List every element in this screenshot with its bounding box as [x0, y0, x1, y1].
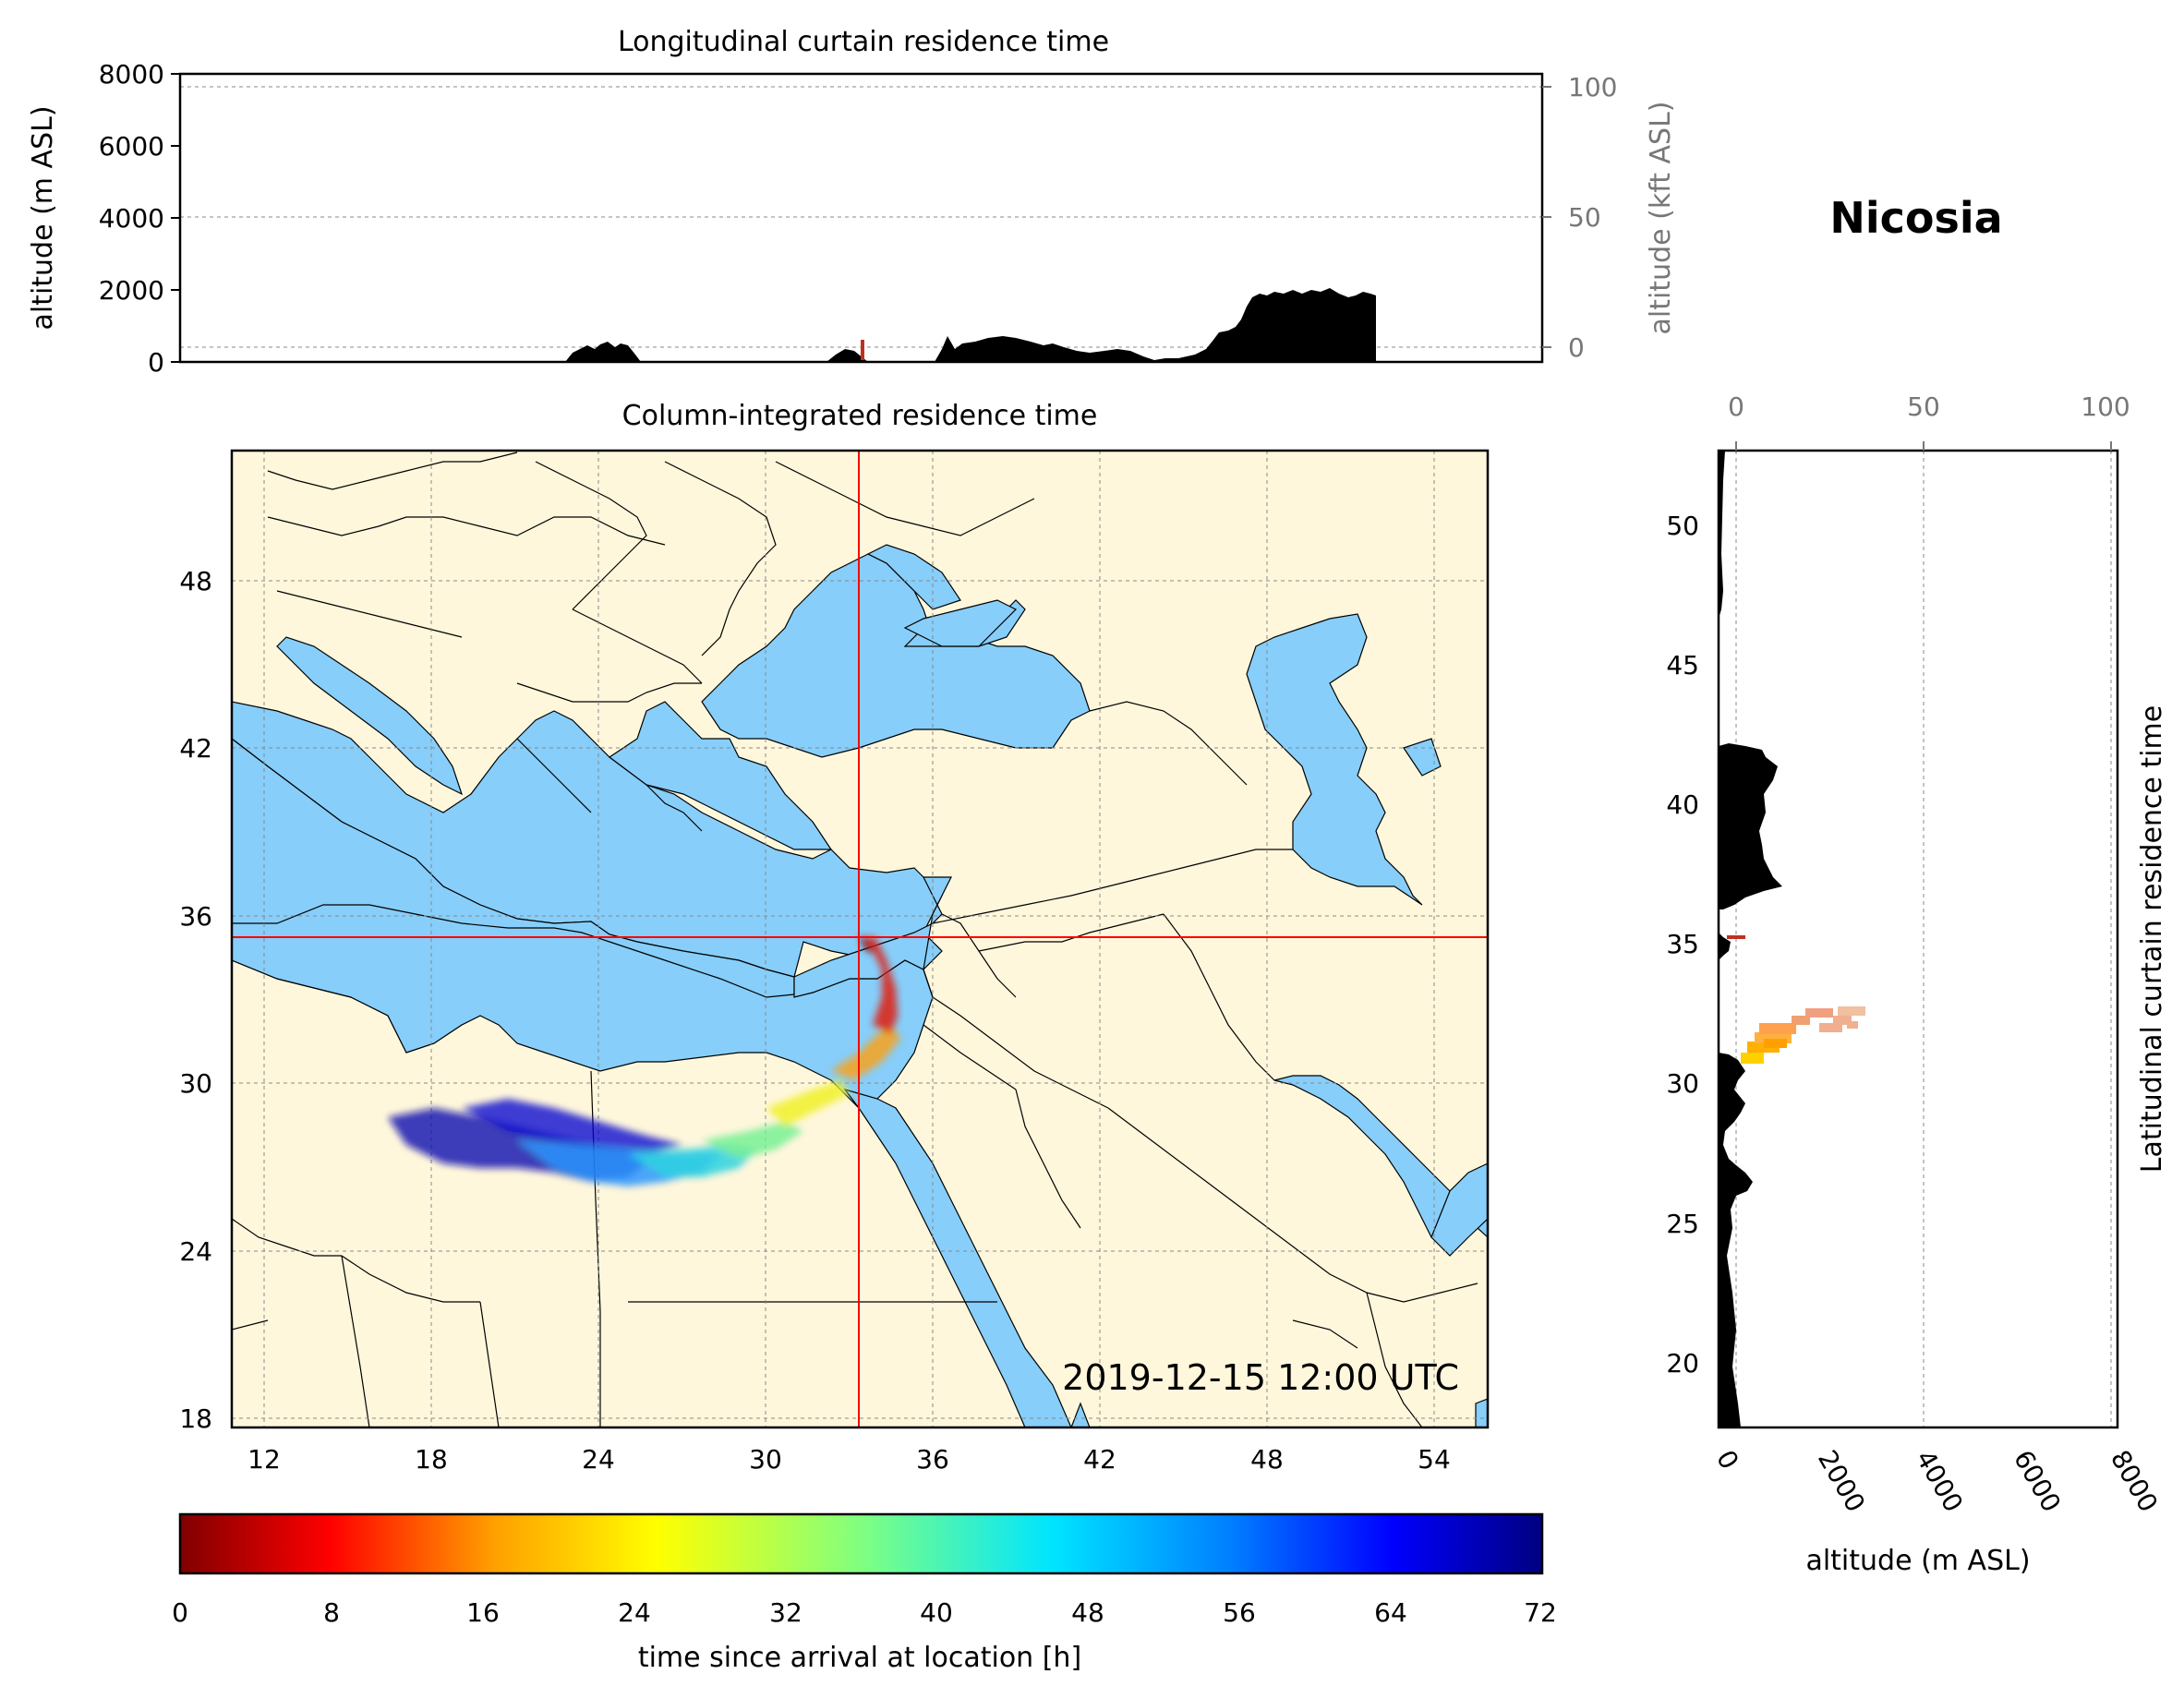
right-panel-title: Latitudinal curtain residence time: [2136, 705, 2168, 1173]
map-panel: Column-integrated residence time: [179, 400, 1490, 1475]
right-top-axis: 0 50 100: [1728, 391, 2130, 451]
red-sea: [843, 1088, 1072, 1427]
black-sea: [701, 553, 1091, 758]
map-y-tick: 24: [179, 1236, 212, 1267]
colorbar-ticks: 0 8 16 24 32 40 48 56 64 72: [172, 1597, 1557, 1628]
top-right-axis: 0 50 100 altitude (kft ASL): [1542, 72, 1677, 363]
colorbar-tick: 48: [1071, 1597, 1104, 1628]
right-bottom-tick: 4000: [1910, 1445, 1969, 1517]
map-panel-title: Column-integrated residence time: [622, 400, 1098, 432]
right-bottom-tick: 2000: [1812, 1445, 1871, 1517]
plume-red: [863, 937, 898, 1034]
map-y-tick: 36: [179, 901, 212, 932]
top-right-tick: 100: [1568, 72, 1617, 102]
right-lat-tick: 20: [1666, 1348, 1699, 1379]
plume-cyan: [628, 1145, 757, 1177]
map-x-tick: 36: [916, 1444, 949, 1475]
top-left-tick: 0: [148, 347, 164, 378]
adriatic-sea: [276, 636, 464, 796]
caspian-sea: [1246, 613, 1423, 906]
plume-blue-tail-2: [462, 1099, 683, 1154]
top-left-axis: 0 2000 4000 6000 8000 altitude (m ASL): [27, 59, 180, 378]
azov-east: [903, 599, 1018, 647]
top-left-tick: 8000: [99, 59, 164, 90]
black-sea-north: [866, 544, 961, 610]
map-x-tick: 24: [582, 1444, 615, 1475]
top-panel-title: Longitudinal curtain residence time: [618, 26, 1109, 58]
top-left-tick: 2000: [99, 275, 164, 306]
map-y-tick: 30: [179, 1068, 212, 1099]
lake-tana: [1475, 1398, 1488, 1427]
map-x-axis: 12 18 24 30 36 42 48 54: [247, 1444, 1451, 1475]
top-left-ylabel: altitude (m ASL): [27, 105, 59, 330]
right-bottom-tick: 8000: [2105, 1445, 2164, 1517]
colorbar: 0 8 16 24 32 40 48 56 64 72 time since a…: [172, 1512, 1557, 1674]
top-residence-mark: [861, 340, 864, 360]
right-top-tick: 50: [1907, 391, 1940, 422]
right-lat-tick: 30: [1666, 1068, 1699, 1099]
top-left-tick: 4000: [99, 203, 164, 234]
top-terrain: [565, 288, 1376, 362]
latitudinal-curtain-panel: 20 25 30 35 40 45 50 0 50 100 0 2000 400…: [1666, 391, 2168, 1577]
top-right-ylabel: altitude (kft ASL): [1645, 101, 1677, 334]
right-bottom-tick: 0: [1710, 1445, 1744, 1475]
right-top-tick: 0: [1728, 391, 1744, 422]
residence-plume: [388, 934, 900, 1186]
map-y-tick: 48: [179, 566, 212, 596]
colorbar-tick: 24: [618, 1597, 651, 1628]
map-x-tick: 54: [1418, 1444, 1451, 1475]
colorbar-tick: 64: [1374, 1597, 1407, 1628]
plume-yellow: [766, 1080, 850, 1126]
map-y-tick: 18: [179, 1403, 212, 1434]
top-right-tick: 0: [1568, 332, 1585, 363]
colorbar-tick: 0: [172, 1597, 188, 1628]
map-x-tick: 30: [749, 1444, 782, 1475]
right-lat-tick: 45: [1666, 650, 1699, 680]
colorbar-gradient: [180, 1514, 1542, 1573]
right-residence-marks: [1727, 935, 1865, 1064]
gulf-of-oman: [1430, 1162, 1488, 1257]
right-lat-tick: 40: [1666, 789, 1699, 820]
map-y-tick: 42: [179, 733, 212, 764]
right-top-tick: 100: [2081, 391, 2130, 422]
right-lat-tick: 35: [1666, 929, 1699, 959]
colorbar-label: time since arrival at location [h]: [638, 1642, 1081, 1674]
longitudinal-curtain-panel: Longitudinal curtain residence time 0 20…: [27, 26, 1677, 378]
right-terrain: [1719, 451, 1782, 1427]
map-x-tick: 12: [247, 1444, 281, 1475]
timestamp: 2019-12-15 12:00 UTC: [1062, 1357, 1459, 1398]
plume-orange: [831, 1025, 900, 1080]
colorbar-tick: 16: [466, 1597, 500, 1628]
top-left-tick: 6000: [99, 131, 164, 162]
right-bottom-tick: 6000: [2008, 1445, 2067, 1517]
right-lat-tick: 50: [1666, 511, 1699, 541]
right-xlabel: altitude (m ASL): [1805, 1545, 2030, 1577]
right-lat-axis: 20 25 30 35 40 45 50: [1666, 511, 1699, 1379]
colorbar-tick: 32: [769, 1597, 802, 1628]
colorbar-tick: 72: [1524, 1597, 1557, 1628]
plume-green: [702, 1122, 803, 1159]
eastern-med-levant: [793, 876, 952, 998]
colorbar-tick: 8: [323, 1597, 340, 1628]
map-y-axis: 18 24 30 36 42 48: [179, 566, 212, 1434]
colorbar-tick: 40: [920, 1597, 953, 1628]
plume-dark-red: [861, 934, 874, 953]
station-title: Nicosia: [1829, 193, 2002, 243]
top-right-tick: 50: [1568, 202, 1601, 233]
map-x-tick: 18: [415, 1444, 448, 1475]
colorbar-tick: 56: [1223, 1597, 1256, 1628]
right-bottom-axis: 0 2000 4000 6000 8000: [1710, 1445, 2164, 1517]
map-x-tick: 48: [1250, 1444, 1284, 1475]
red-sea-south: [1070, 1402, 1091, 1427]
map-x-tick: 42: [1083, 1444, 1116, 1475]
right-lat-tick: 25: [1666, 1209, 1699, 1239]
aegean-sea: [608, 701, 833, 850]
